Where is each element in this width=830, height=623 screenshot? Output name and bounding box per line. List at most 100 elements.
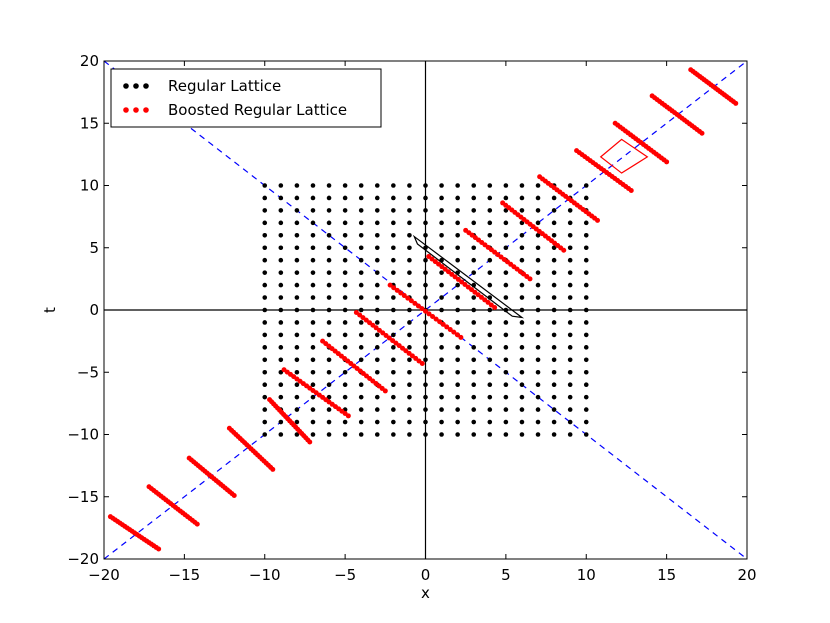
regular-lattice-point bbox=[407, 195, 412, 201]
regular-lattice-point bbox=[391, 270, 396, 275]
regular-lattice-point bbox=[358, 295, 364, 300]
regular-lattice-point bbox=[503, 432, 509, 437]
regular-lattice-point bbox=[471, 345, 477, 350]
regular-lattice-point bbox=[455, 345, 460, 350]
regular-lattice-point bbox=[374, 183, 380, 188]
y-tick-label: −10 bbox=[67, 426, 99, 444]
regular-lattice-point bbox=[583, 394, 589, 400]
regular-lattice-point bbox=[407, 407, 412, 412]
regular-lattice-point bbox=[342, 270, 348, 275]
black-strip bbox=[412, 234, 525, 319]
regular-lattice-point bbox=[278, 419, 284, 425]
regular-lattice-point bbox=[262, 407, 268, 412]
regular-lattice-point bbox=[567, 357, 573, 363]
regular-lattice-point bbox=[358, 195, 364, 201]
regular-lattice-point bbox=[358, 432, 364, 437]
regular-lattice-point bbox=[310, 245, 316, 251]
regular-lattice-point bbox=[471, 432, 477, 437]
regular-lattice-point bbox=[278, 220, 284, 226]
regular-lattice-point bbox=[503, 345, 509, 350]
regular-lattice-point bbox=[487, 432, 493, 437]
regular-lattice-point bbox=[567, 245, 573, 251]
regular-lattice-point bbox=[519, 195, 525, 201]
regular-lattice-point bbox=[535, 432, 541, 437]
regular-lattice-point bbox=[278, 295, 284, 300]
regular-lattice-point bbox=[310, 382, 316, 388]
regular-lattice-point bbox=[471, 208, 477, 213]
regular-lattice-point bbox=[391, 220, 396, 226]
regular-lattice-point bbox=[455, 195, 460, 201]
regular-lattice-point bbox=[342, 220, 348, 226]
regular-lattice-point bbox=[455, 407, 460, 412]
regular-lattice-point bbox=[471, 270, 477, 275]
boosted-lattice-point bbox=[408, 298, 414, 304]
regular-lattice-point bbox=[391, 320, 396, 325]
regular-lattice-point bbox=[519, 394, 525, 400]
regular-lattice-point bbox=[374, 432, 380, 437]
boosted-lattice-row bbox=[574, 148, 634, 193]
regular-lattice-point bbox=[294, 220, 300, 226]
legend-marker bbox=[143, 107, 149, 113]
regular-lattice-point bbox=[551, 282, 557, 288]
regular-lattice-point bbox=[583, 195, 589, 201]
regular-lattice-point bbox=[326, 282, 332, 288]
regular-lattice-point bbox=[391, 195, 396, 201]
regular-lattice-point bbox=[551, 307, 557, 313]
regular-lattice-point bbox=[519, 257, 525, 263]
regular-lattice-point bbox=[310, 208, 316, 213]
regular-lattice-point bbox=[423, 357, 428, 363]
regular-lattice-point bbox=[326, 295, 332, 300]
regular-lattice-point bbox=[439, 432, 444, 437]
regular-lattice-point bbox=[567, 208, 573, 213]
regular-lattice-point bbox=[455, 220, 460, 226]
regular-lattice-point bbox=[551, 270, 557, 275]
regular-lattice-point bbox=[407, 382, 412, 388]
regular-lattice-point bbox=[407, 394, 412, 400]
regular-lattice-point bbox=[326, 369, 332, 375]
regular-lattice-point bbox=[358, 407, 364, 412]
regular-lattice-point bbox=[358, 220, 364, 226]
regular-lattice-point bbox=[471, 257, 477, 263]
y-tick-label: 0 bbox=[89, 301, 99, 319]
regular-lattice-point bbox=[374, 419, 380, 425]
regular-lattice-point bbox=[374, 220, 380, 226]
regular-lattice-point bbox=[374, 407, 380, 412]
regular-lattice-point bbox=[294, 320, 300, 325]
regular-lattice-point bbox=[262, 419, 268, 425]
regular-lattice-point bbox=[487, 345, 493, 350]
boosted-lattice-point bbox=[391, 285, 397, 291]
regular-lattice-point bbox=[567, 307, 573, 313]
boosted-lattice-point bbox=[628, 187, 634, 193]
regular-lattice-point bbox=[374, 357, 380, 363]
regular-lattice-point bbox=[439, 208, 444, 213]
regular-lattice-point bbox=[407, 419, 412, 425]
regular-lattice-point bbox=[326, 257, 332, 263]
regular-lattice-point bbox=[278, 183, 284, 188]
regular-lattice-point bbox=[439, 245, 444, 251]
regular-lattice-point bbox=[294, 432, 300, 437]
boosted-lattice-row bbox=[649, 93, 705, 136]
regular-lattice-point bbox=[294, 357, 300, 363]
regular-lattice-point bbox=[278, 233, 284, 238]
regular-lattice-point bbox=[423, 419, 428, 425]
regular-lattice-point bbox=[342, 183, 348, 188]
regular-lattice-point bbox=[503, 332, 509, 338]
regular-lattice-point bbox=[391, 382, 396, 388]
regular-lattice-point bbox=[471, 295, 477, 300]
regular-lattice-point bbox=[471, 307, 477, 313]
regular-lattice-point bbox=[294, 295, 300, 300]
regular-lattice-point bbox=[503, 382, 509, 388]
regular-lattice-point bbox=[535, 369, 541, 375]
legend-label: Boosted Regular Lattice bbox=[168, 101, 347, 119]
regular-lattice-point bbox=[262, 295, 268, 300]
boosted-lattice-row bbox=[612, 120, 670, 165]
regular-lattice-point bbox=[535, 208, 541, 213]
regular-lattice-point bbox=[583, 270, 589, 275]
boosted-lattice-point bbox=[382, 388, 388, 394]
regular-lattice-point bbox=[583, 419, 589, 425]
regular-lattice-point bbox=[455, 208, 460, 213]
regular-lattice-point bbox=[551, 369, 557, 375]
regular-lattice-point bbox=[503, 320, 509, 325]
regular-lattice-point bbox=[262, 357, 268, 363]
regular-lattice-point bbox=[551, 357, 557, 363]
